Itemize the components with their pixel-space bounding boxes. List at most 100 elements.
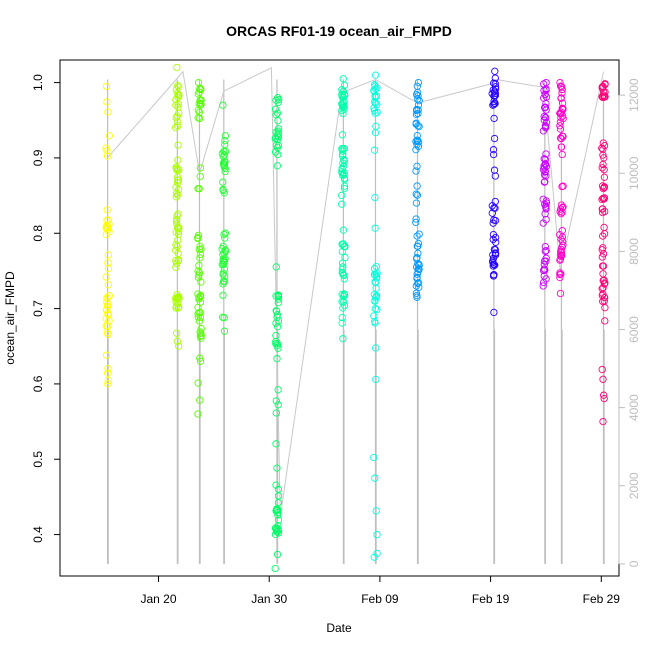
data-point (412, 190, 420, 198)
data-point (370, 146, 379, 154)
data-point (412, 263, 421, 271)
data-point (272, 96, 280, 104)
data-point (271, 148, 280, 156)
data-point (272, 527, 281, 536)
data-point (557, 210, 565, 218)
data-point (371, 71, 380, 79)
data-point (338, 313, 346, 322)
data-point (273, 131, 281, 139)
data-point (558, 99, 567, 107)
data-point (172, 228, 180, 236)
y2-tick-label: 8000 (627, 238, 641, 265)
y2-tick-label: 0 (627, 560, 641, 567)
data-point (540, 94, 548, 102)
data-point (598, 285, 606, 293)
data-point (174, 141, 182, 149)
data-point (274, 401, 282, 409)
data-point (491, 67, 499, 75)
data-point (600, 391, 608, 399)
data-point (542, 85, 550, 93)
data-point (195, 114, 204, 123)
data-point (339, 271, 347, 279)
data-point (601, 317, 609, 325)
data-point (414, 92, 422, 100)
data-point (413, 232, 421, 240)
data-point (174, 103, 182, 111)
data-point (219, 271, 227, 279)
data-point (489, 254, 498, 263)
data-point (371, 305, 379, 313)
x-tick-label: Feb 09 (361, 592, 399, 606)
data-point (172, 189, 181, 197)
data-point (274, 492, 283, 500)
data-point (542, 106, 550, 114)
y2-tick-label: 6000 (627, 316, 641, 343)
data-point (197, 85, 205, 94)
data-point (197, 329, 205, 338)
data-point (274, 141, 283, 150)
data-layer (102, 63, 609, 573)
data-point (104, 259, 112, 267)
data-point (103, 152, 112, 160)
data-point (104, 311, 113, 319)
data-point (599, 145, 607, 153)
data-point (541, 247, 549, 255)
data-point (542, 246, 550, 255)
data-point (598, 365, 606, 374)
data-point (274, 498, 283, 507)
data-point (601, 88, 609, 96)
data-point (104, 264, 112, 273)
flight-series-10 (539, 78, 551, 290)
data-point (541, 124, 550, 132)
data-point (174, 156, 182, 164)
data-point (539, 282, 547, 290)
data-point (274, 292, 283, 301)
flight-series-1 (102, 82, 113, 388)
data-point (415, 97, 423, 105)
data-point (172, 193, 180, 201)
data-point (273, 323, 282, 331)
data-point (557, 235, 565, 243)
y2-tick-label: 12000 (627, 78, 641, 112)
data-point (220, 147, 228, 156)
data-point (172, 113, 180, 122)
x-tick-label: Jan 20 (141, 592, 177, 606)
data-point (174, 176, 182, 184)
data-point (489, 101, 497, 109)
data-point (489, 271, 498, 279)
data-point (373, 269, 381, 277)
data-point (600, 194, 609, 202)
data-point (490, 134, 499, 143)
data-point (338, 131, 347, 139)
data-point (340, 184, 349, 193)
data-point (174, 91, 183, 99)
data-point (172, 302, 181, 310)
data-point (197, 278, 205, 286)
data-point (173, 223, 182, 231)
data-point (194, 114, 202, 122)
data-point (338, 319, 346, 327)
data-point (173, 112, 181, 120)
data-point (104, 365, 112, 373)
data-point (338, 147, 346, 155)
data-point (490, 216, 498, 224)
data-point (372, 122, 380, 130)
data-point (599, 160, 607, 169)
data-point (338, 200, 346, 208)
data-point (220, 265, 229, 273)
data-point (559, 203, 567, 211)
data-point (174, 210, 182, 218)
data-point (542, 172, 550, 180)
data-point (412, 167, 420, 175)
data-point (541, 210, 549, 218)
data-point (272, 263, 280, 271)
data-point (172, 241, 180, 249)
data-point (340, 157, 349, 165)
data-point (556, 255, 565, 263)
data-point (370, 553, 378, 561)
data-point (558, 85, 566, 94)
y-tick-label: 0.9 (31, 149, 45, 166)
data-point (340, 144, 349, 153)
data-point (372, 507, 380, 515)
data-point (491, 80, 499, 88)
